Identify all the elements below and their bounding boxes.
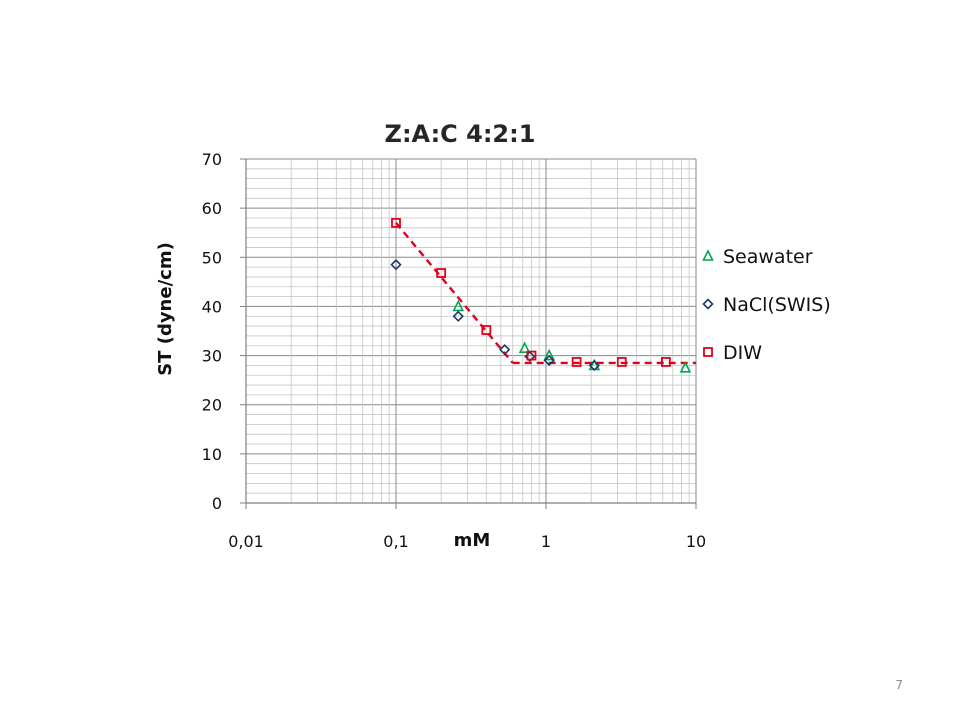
y-tick-label: 60 [202, 199, 222, 218]
x-tick-label: 0,01 [228, 532, 264, 551]
x-tick-label: 1 [541, 532, 551, 551]
seawater-point [543, 348, 555, 361]
diw-point [661, 357, 671, 367]
diw-point [481, 325, 492, 335]
y-tick-label: 70 [202, 150, 222, 169]
seawater-point [679, 361, 692, 373]
grid-layer [245, 158, 697, 504]
nacl-swis-point [543, 354, 555, 367]
diw-point [571, 357, 582, 367]
legend-seawater-marker [702, 249, 714, 261]
diw-point [616, 357, 627, 367]
nacl-swis-point [499, 344, 511, 356]
trend-layer [395, 222, 696, 365]
diw-point [391, 217, 401, 228]
marker-layer [390, 217, 692, 373]
y-tick-label: 20 [202, 396, 222, 415]
page-number: 7 [895, 678, 903, 692]
seawater-point [518, 341, 531, 354]
legend-nacl-swis-label: NaCl(SWIS) [723, 294, 831, 316]
legend-diw-marker [703, 347, 713, 357]
x-tick-label: 10 [686, 532, 706, 551]
y-axis-label: ST (dyne/cm) [155, 242, 176, 376]
seawater-point [452, 299, 465, 312]
trend-line [395, 222, 514, 364]
legend: Seawater NaCl(SWIS) DIW [702, 246, 831, 364]
legend-nacl-swis-marker [702, 298, 714, 310]
y-tick-label: 10 [202, 445, 222, 464]
legend-diw-label: DIW [723, 342, 762, 364]
x-tick-label: 0,1 [383, 532, 408, 551]
nacl-swis-point [452, 310, 464, 322]
legend-seawater-label: Seawater [723, 246, 813, 268]
y-tick-label: 50 [202, 248, 222, 267]
y-tick-label: 40 [202, 297, 222, 316]
nacl-swis-point [390, 259, 402, 271]
y-tick-label: 0 [212, 494, 222, 513]
nacl-swis-point [588, 359, 600, 372]
x-axis-label: mM [454, 530, 491, 551]
axis-layer: 0 10 20 30 40 50 60 70 0,01 0,1 1 10 [202, 150, 707, 551]
diw-point [526, 350, 537, 361]
diw-point [436, 268, 447, 278]
y-tick-label: 30 [202, 347, 222, 366]
chart-title: Z:A:C 4:2:1 [385, 120, 536, 148]
